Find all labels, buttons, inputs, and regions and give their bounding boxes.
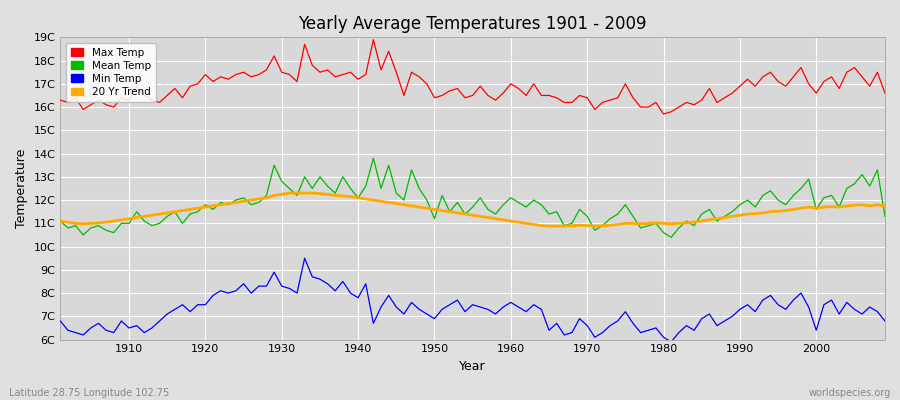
Text: worldspecies.org: worldspecies.org <box>809 388 891 398</box>
X-axis label: Year: Year <box>459 360 486 373</box>
Legend: Max Temp, Mean Temp, Min Temp, 20 Yr Trend: Max Temp, Mean Temp, Min Temp, 20 Yr Tre… <box>66 42 156 102</box>
Y-axis label: Temperature: Temperature <box>15 149 28 228</box>
Title: Yearly Average Temperatures 1901 - 2009: Yearly Average Temperatures 1901 - 2009 <box>299 15 647 33</box>
Text: Latitude 28.75 Longitude 102.75: Latitude 28.75 Longitude 102.75 <box>9 388 169 398</box>
